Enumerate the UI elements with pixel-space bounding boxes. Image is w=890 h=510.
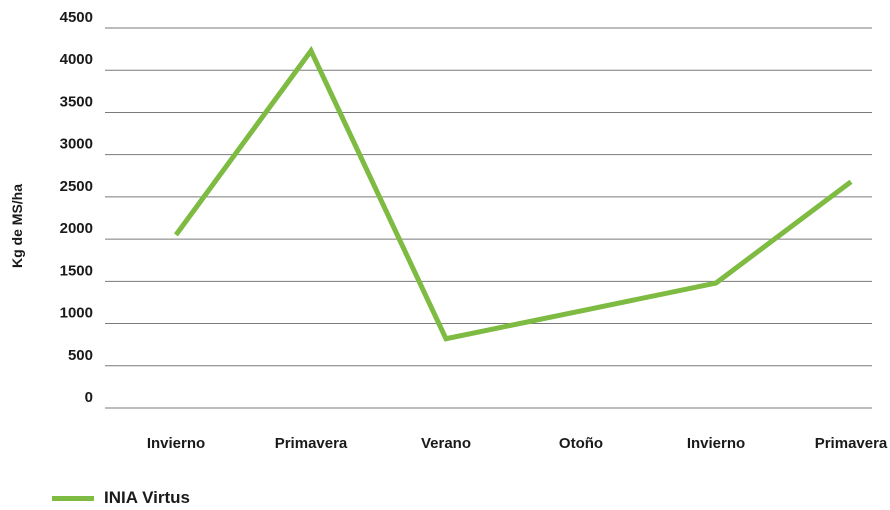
- line-chart: 0 500 1000 1500 2000 2500 3000 3500 4000 4500 Inv…: [9, 9, 888, 452]
- x-axis-ticks: Invierno Primavera Verano Otoño Invierno Prim…: [147, 435, 888, 452]
- y-tick-label: 3000: [60, 136, 93, 153]
- y-tick-label: 1000: [60, 305, 93, 322]
- y-axis-ticks: 0 500 1000 1500 2000 2500 3000 3500 4000 4500: [60, 9, 93, 406]
- y-tick-label: 1500: [60, 262, 93, 279]
- y-tick-label: 2000: [60, 220, 93, 237]
- series-line: [173, 45, 853, 342]
- x-tick-label: Otoño: [559, 435, 603, 452]
- legend-swatch: [52, 495, 94, 501]
- y-tick-label: 0: [85, 389, 93, 406]
- x-tick-label: Invierno: [687, 435, 745, 452]
- x-tick-label: Verano: [421, 435, 471, 452]
- legend: INIA Virtus: [52, 488, 190, 508]
- x-tick-label: Primavera: [815, 435, 888, 452]
- x-tick-label: Primavera: [275, 435, 348, 452]
- y-tick-label: 4000: [60, 51, 93, 68]
- x-tick-label: Invierno: [147, 435, 205, 452]
- y-tick-label: 2500: [60, 178, 93, 195]
- gridlines: [105, 27, 872, 409]
- y-tick-label: 3500: [60, 93, 93, 110]
- legend-label: INIA Virtus: [104, 488, 190, 507]
- y-tick-label: 4500: [60, 9, 93, 26]
- y-tick-label: 500: [68, 347, 93, 364]
- y-axis-label: Kg de MS/ha: [9, 184, 25, 268]
- series-group: [173, 45, 853, 342]
